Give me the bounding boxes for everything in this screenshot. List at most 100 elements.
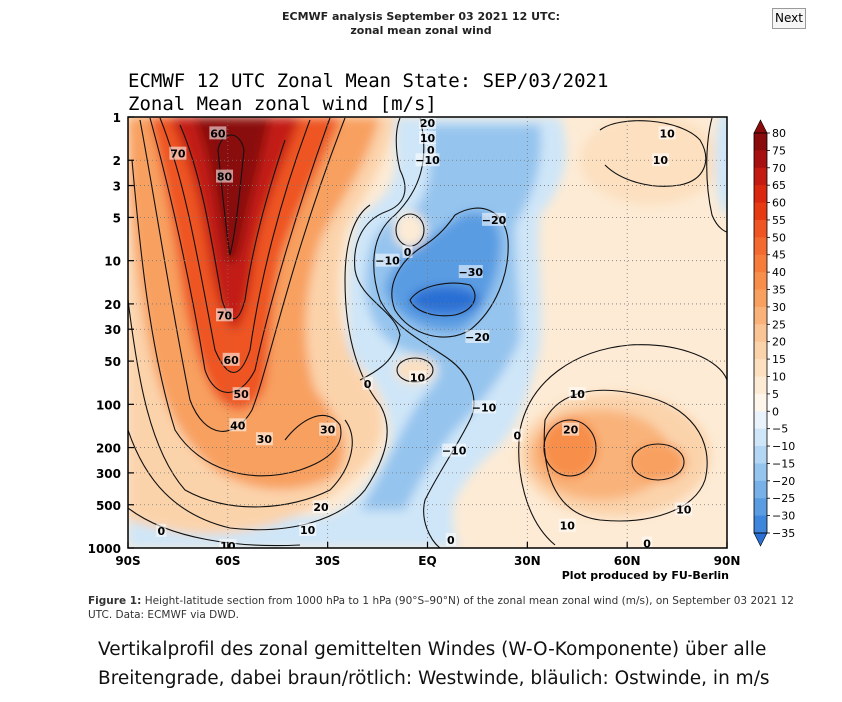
contour-label: −10 — [472, 401, 497, 414]
contour-nh-0 — [518, 344, 727, 546]
contour-label: 0 — [427, 144, 435, 157]
contour-minus30 — [409, 282, 476, 317]
contour-label-bg — [216, 308, 234, 322]
contour-50 — [149, 117, 331, 394]
contour-label-bg — [425, 143, 436, 157]
colorbar-segment — [754, 133, 767, 151]
y-tick-label: 500 — [96, 499, 121, 513]
colorbar-label: −20 — [772, 475, 795, 488]
x-tick-label: 90N — [714, 554, 741, 568]
colorbar-segment — [754, 446, 767, 464]
colorbar-segment — [754, 463, 767, 482]
contour-label: 70 — [217, 309, 233, 322]
contour-label-bg — [419, 130, 436, 144]
contour-label: 0 — [364, 378, 372, 391]
colorbar-segment — [754, 515, 767, 534]
colorbar-segment — [754, 359, 767, 377]
contour-nh-10 — [543, 389, 708, 522]
header-line-1: ECMWF analysis September 03 2021 12 UTC: — [282, 10, 560, 23]
contour-label-bg — [229, 418, 247, 432]
contour-label-bg — [442, 443, 467, 457]
y-tick-label: 300 — [96, 467, 121, 481]
westerly-pocket-upper — [394, 212, 426, 248]
contour-label: −10 — [442, 445, 467, 458]
contour-label-bg — [675, 502, 693, 516]
contour-label: 0 — [514, 430, 522, 443]
colorbar-label: −35 — [772, 527, 795, 540]
colorbar-label: 30 — [772, 301, 786, 314]
contour-label-bg — [458, 265, 483, 279]
contour-10 — [128, 204, 388, 531]
colorbar-label: −25 — [772, 492, 795, 505]
y-tick-label: 2 — [113, 154, 121, 168]
contour-label: 10 — [570, 388, 586, 401]
contour-label-bg — [375, 253, 400, 267]
contour-label: 80 — [217, 171, 233, 184]
x-axis: 90S 60S 30S EQ 30N 60N 90N — [115, 542, 740, 568]
contour-label: 40 — [230, 419, 246, 432]
page-header: ECMWF analysis September 03 2021 12 UTC:… — [0, 10, 842, 38]
contour-30 — [131, 159, 342, 477]
contour-label-bg — [651, 153, 669, 167]
contour-label: 0 — [643, 537, 651, 550]
colorbar-segment — [754, 376, 767, 395]
contour-label: 30 — [257, 433, 273, 446]
colorbar-segment — [754, 324, 767, 343]
contour-label-bg — [482, 212, 507, 226]
contour-label: 30 — [320, 424, 336, 437]
contour-label: 10 — [410, 371, 426, 384]
y-tick-label: 5 — [113, 211, 121, 225]
contour-label-bg — [319, 422, 337, 436]
colorbar-label: 80 — [772, 127, 786, 140]
colorbar-segment — [754, 306, 767, 325]
contour-label: −20 — [482, 214, 507, 227]
y-tick-label: 1000 — [88, 542, 121, 556]
german-caption: Vertikalprofil des zonal gemittelten Win… — [98, 639, 770, 689]
contour-label: 20 — [313, 501, 329, 514]
colorbar-bottom-arrow — [753, 532, 768, 547]
contour-label: 50 — [233, 388, 249, 401]
colorbar-label: 0 — [772, 405, 779, 418]
contour-label: 60 — [210, 127, 226, 140]
x-tick-label: 90S — [115, 554, 140, 568]
colorbar-segment — [754, 341, 767, 360]
contour-label-bg — [216, 169, 234, 183]
nh-jet-secondary — [630, 442, 686, 482]
figure-caption-label: Figure 1: — [88, 595, 142, 607]
contour-label-bg — [568, 387, 586, 401]
colorbar-label: 25 — [772, 318, 786, 331]
contour-label-bg — [562, 422, 580, 436]
x-tick-label: 60N — [614, 554, 641, 568]
contour-labels: 607080706050403030201001020100−100−10−20… — [156, 117, 693, 550]
colorbar: 80757065605550454035302520151050−5−10−15… — [753, 119, 795, 547]
contour-label-bg — [255, 432, 273, 446]
colorbar-label: 35 — [772, 284, 786, 297]
contour-label-bg — [312, 500, 330, 514]
colorbar-top-arrow — [753, 119, 768, 134]
next-button[interactable]: Next — [772, 8, 806, 29]
colorbar-segment — [754, 219, 767, 238]
y-tick-label: 100 — [96, 398, 121, 412]
contour-0 — [128, 117, 406, 547]
contour-label-bg — [465, 330, 490, 344]
colorbar-segment — [754, 185, 767, 204]
colorbar-segment — [754, 289, 767, 308]
contour-label-bg — [472, 400, 497, 414]
contour-minus20 — [391, 207, 509, 338]
contour-40 — [139, 117, 346, 432]
contour-lines — [128, 117, 727, 548]
colorbar-label: −15 — [772, 457, 795, 470]
contour-label: 20 — [563, 424, 579, 437]
colorbar-segment — [754, 272, 767, 291]
colorbar-segment — [754, 150, 767, 169]
contour-label-bg — [222, 352, 240, 366]
contour-label-bg — [415, 153, 440, 167]
nh-polar-easterly — [715, 117, 727, 215]
plot-credit: Plot produced by FU-Berlin — [562, 569, 729, 582]
contour-nh-20b — [631, 443, 685, 481]
colorbar-segment — [754, 480, 767, 499]
contour-label-bg — [402, 244, 413, 258]
colorbar-frame — [753, 132, 768, 534]
colorbar-label: 40 — [772, 266, 786, 279]
y-axis: 1 2 3 5 10 20 30 50 100 200 300 500 1000 — [88, 111, 134, 556]
